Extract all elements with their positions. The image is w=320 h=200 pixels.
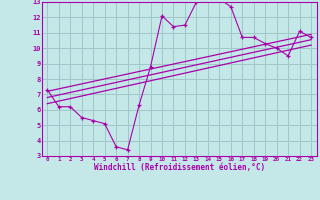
X-axis label: Windchill (Refroidissement éolien,°C): Windchill (Refroidissement éolien,°C) — [94, 163, 265, 172]
